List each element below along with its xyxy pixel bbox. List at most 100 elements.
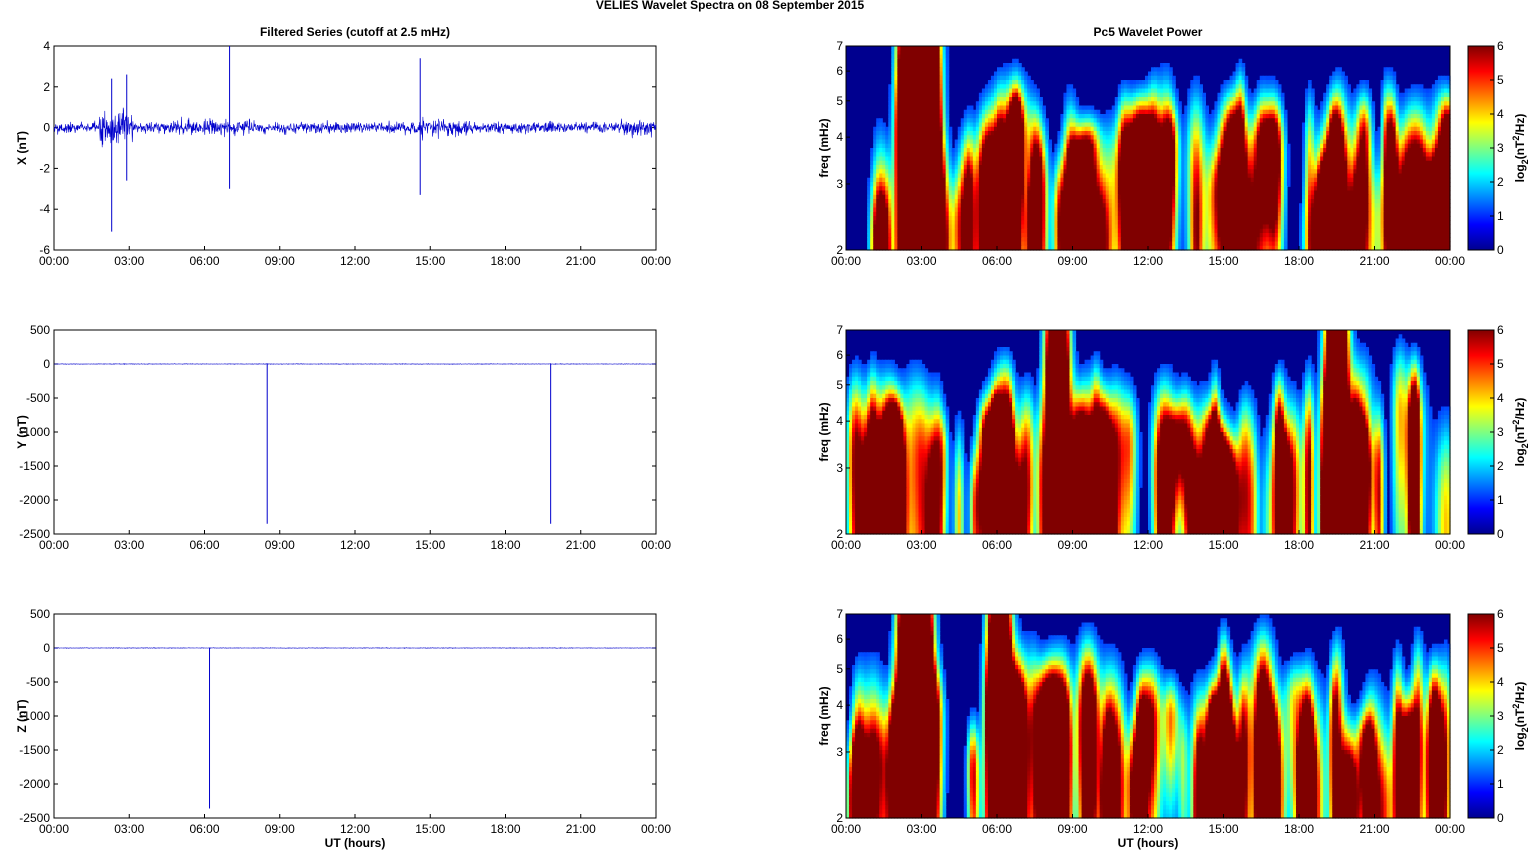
heatmap-cell — [1287, 169, 1291, 174]
heatmap-cell — [1272, 76, 1276, 81]
heatmap-cell — [1042, 106, 1046, 111]
heatmap-cell — [1030, 80, 1034, 85]
heatmap-cell — [1242, 63, 1246, 68]
heatmap-cell — [1069, 84, 1073, 89]
heatmap-cell — [882, 123, 886, 128]
wavelet-panel-1: 23456700:00 03:00 06:00 09:00 12:00 15:00 18:0… — [817, 39, 1530, 268]
heatmap-cell — [946, 110, 950, 115]
heatmap-cell — [1076, 97, 1080, 102]
heatmap-cell — [1202, 97, 1206, 102]
heatmap-cell — [1314, 106, 1318, 111]
heatmap-cell — [1202, 101, 1206, 106]
heatmap-cell — [1393, 72, 1397, 77]
heatmap-cell — [1287, 148, 1291, 153]
heatmap-cell — [946, 50, 950, 55]
heatmap-cell — [946, 118, 950, 123]
heatmap-cell — [1287, 174, 1291, 179]
heatmap-cell — [1278, 84, 1282, 89]
heatmap-cell — [1396, 84, 1400, 89]
heatmap-cell — [1371, 106, 1375, 111]
heatmap-cell — [1073, 93, 1077, 98]
heatmap-cell — [1172, 80, 1176, 85]
heatmap-cell — [1287, 144, 1291, 149]
heatmap-cell — [1311, 97, 1315, 102]
series-xtick-label: 18:00 — [490, 538, 520, 552]
heatmap-cell — [1344, 80, 1348, 85]
heatmap-cell — [946, 80, 950, 85]
series-xtick-label: 21:00 — [566, 538, 596, 552]
heatmap-cell — [1199, 84, 1203, 89]
ytick-label: -1500 — [19, 743, 50, 757]
ytick-label: -2 — [39, 161, 50, 175]
heatmap-cell — [946, 63, 950, 68]
heatmap-cell — [946, 89, 950, 94]
heatmap-cell — [1175, 89, 1179, 94]
heatmap-cell — [1073, 89, 1077, 94]
heatmap-cell — [1166, 63, 1170, 68]
ytick-label: 2 — [43, 80, 50, 94]
heatmap-cell — [1027, 76, 1031, 81]
heatmap-cell — [1045, 135, 1049, 140]
ytick-label: 4 — [43, 39, 50, 53]
heatmap-cell — [1045, 123, 1049, 128]
heatmap-cell — [946, 93, 950, 98]
series-xtick-label: 15:00 — [415, 254, 445, 268]
heatmap-cell — [949, 127, 953, 132]
ytick-label: -500 — [26, 391, 50, 405]
heatmap-cell — [946, 101, 950, 106]
series-xtick-label: 21:00 — [566, 254, 596, 268]
series-xtick-label: 00:00 — [641, 254, 671, 268]
left-column-title: Filtered Series (cutoff at 2.5 mHz) — [260, 25, 450, 39]
heatmap-cell — [1284, 114, 1288, 119]
heatmap-cell — [1275, 80, 1279, 85]
y-axis-label: Y (nT) — [15, 415, 29, 449]
heatmap-cell — [1284, 110, 1288, 115]
series-xtick-label: 09:00 — [265, 254, 295, 268]
heatmap-cell — [1287, 178, 1291, 183]
heatmap-cell — [946, 67, 950, 72]
ytick-label: -500 — [26, 675, 50, 689]
heatmap-cell — [1284, 118, 1288, 123]
heatmap-cell — [1365, 80, 1369, 85]
series-xtick-label: 12:00 — [340, 254, 370, 268]
series-xtick-label: 03:00 — [114, 254, 144, 268]
heatmap-cell — [1365, 84, 1369, 89]
heatmap-cell — [1199, 89, 1203, 94]
heatmap-cell — [1278, 89, 1282, 94]
heatmap-cell — [1393, 80, 1397, 85]
heatmap-cell — [946, 72, 950, 77]
heatmap-cell — [1287, 157, 1291, 162]
series-xtick-label: 18:00 — [490, 254, 520, 268]
heatmap-cell — [1368, 93, 1372, 98]
heatmap-cell — [1308, 84, 1312, 89]
heatmap-cell — [1202, 93, 1206, 98]
heatmap-cell — [1284, 135, 1288, 140]
heatmap-cell — [946, 106, 950, 111]
heatmap-cell — [946, 46, 950, 51]
heatmap-cell — [949, 140, 953, 145]
y-axis-label: X (nT) — [15, 131, 29, 165]
series-xtick-label: 00:00 — [641, 538, 671, 552]
heatmap-cell — [1042, 110, 1046, 115]
heatmap-cell — [1284, 123, 1288, 128]
heatmap-cell — [1245, 76, 1249, 81]
ytick-label: -2000 — [19, 777, 50, 791]
series-xtick-label: 06:00 — [189, 254, 219, 268]
heatmap-cell — [1371, 118, 1375, 123]
heatmap-cell — [946, 97, 950, 102]
heatmap-cell — [1242, 67, 1246, 72]
heatmap-cell — [1178, 106, 1182, 111]
heatmap-cell — [1196, 76, 1200, 81]
heatmap-cell — [1287, 182, 1291, 187]
heatmap-cell — [1368, 89, 1372, 94]
series-xtick-label: 03:00 — [114, 822, 144, 836]
heatmap-cell — [1097, 110, 1101, 115]
ytick-label: 0 — [43, 357, 50, 371]
heatmap-cell — [1172, 76, 1176, 81]
heatmap-cell — [1311, 101, 1315, 106]
heatmap-cell — [1036, 93, 1040, 98]
heatmap-cell — [1048, 140, 1052, 145]
series-xtick-label: 12:00 — [340, 822, 370, 836]
